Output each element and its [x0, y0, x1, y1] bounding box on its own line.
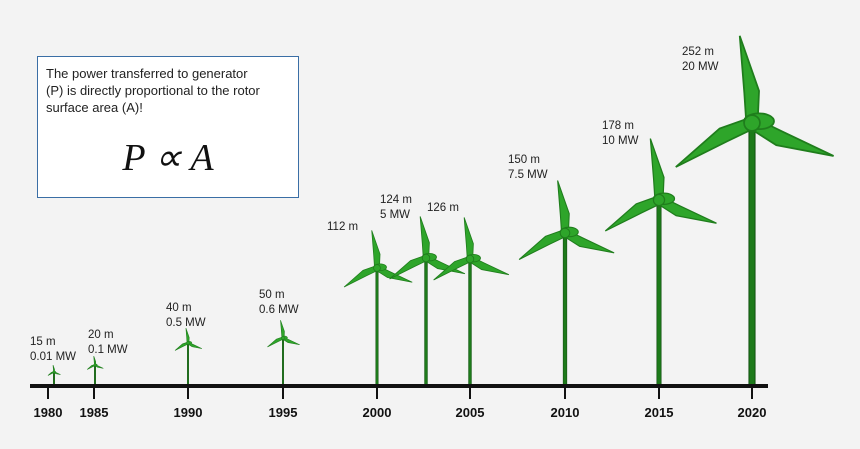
year-label: 2015 — [644, 405, 674, 420]
turbine-blade-up — [280, 320, 285, 339]
year-tick — [658, 386, 660, 399]
turbine-tower — [187, 342, 189, 387]
turbine-label: 126 m — [427, 201, 459, 216]
turbine-diameter: 15 m — [30, 336, 56, 348]
year-tick — [47, 386, 49, 399]
turbine-hub — [93, 363, 97, 367]
turbine-blade-up — [419, 216, 430, 259]
turbine-blade-up — [557, 180, 570, 235]
turbine-hub — [281, 336, 285, 340]
turbine-diameter: 112 m — [327, 221, 359, 233]
turbine-diameter: 20 m — [88, 329, 114, 341]
turbine-2020 — [675, 35, 834, 387]
turbine-tower — [656, 199, 662, 387]
turbine-label: 20 m 0.1 MW — [88, 328, 128, 358]
info-line-2: (P) is directly proportional to the roto… — [46, 83, 260, 98]
turbine-power: 0.5 MW — [166, 317, 206, 329]
turbine-diameter: 124 m — [380, 194, 412, 206]
turbine-tower — [748, 122, 756, 387]
turbine-tower — [468, 258, 472, 387]
turbine-label: 112 m — [327, 220, 358, 235]
year-tick — [93, 386, 95, 399]
year-label: 1980 — [33, 405, 63, 420]
timeline-axis — [30, 384, 768, 388]
turbine-label: 15 m 0.01 MW — [30, 335, 76, 365]
turbine-label: 50 m 0.6 MW — [259, 288, 299, 318]
turbine-power: 5 MW — [380, 209, 411, 221]
info-box: The power transferred to generator (P) i… — [37, 56, 299, 198]
year-tick — [187, 386, 189, 399]
turbine-hub — [743, 114, 761, 132]
turbine-blade-left — [389, 255, 428, 280]
year-tick — [376, 386, 378, 399]
turbine-power: 0.01 MW — [30, 351, 77, 363]
turbine-hub — [186, 341, 190, 345]
turbine-tower — [94, 364, 96, 387]
turbine-diameter: 252 m — [682, 46, 714, 58]
turbine-diameter: 50 m — [259, 289, 285, 301]
turbine-diameter: 150 m — [508, 154, 540, 166]
turbine-hub — [465, 254, 475, 264]
year-label: 2010 — [550, 405, 580, 420]
turbine-blade-left — [343, 265, 379, 288]
turbine-diameter: 40 m — [166, 302, 192, 314]
turbine-tower — [562, 232, 568, 387]
turbine-1985 — [87, 355, 104, 387]
turbine-label: 252 m 20 MW — [682, 45, 718, 75]
turbine-diameter: 178 m — [602, 120, 634, 132]
turbine-blade-up — [738, 35, 760, 125]
turbine-diameter: 126 m — [427, 202, 459, 214]
turbine-extra — [389, 216, 466, 387]
turbine-power: 0.6 MW — [259, 304, 299, 316]
turbine-blade-left — [604, 195, 662, 232]
turbine-hub — [52, 370, 56, 374]
year-label: 1990 — [173, 405, 203, 420]
turbine-power: 10 MW — [602, 135, 639, 147]
year-label: 1985 — [79, 405, 109, 420]
info-line-3: surface area (A)! — [46, 100, 143, 115]
turbine-label: 150 m 7.5 MW — [508, 153, 548, 183]
turbine-label: 178 m 10 MW — [602, 119, 638, 149]
info-text: The power transferred to generator (P) i… — [46, 65, 296, 116]
year-label: 1995 — [268, 405, 298, 420]
year-label: 2000 — [362, 405, 392, 420]
turbine-label: 40 m 0.5 MW — [166, 301, 206, 331]
year-tick — [469, 386, 471, 399]
info-line-1: The power transferred to generator — [46, 66, 248, 81]
turbine-power: 20 MW — [682, 61, 719, 73]
turbine-hub — [373, 264, 381, 272]
turbine-1980 — [47, 364, 61, 387]
turbine-2000 — [343, 230, 413, 387]
turbine-1990 — [174, 328, 203, 387]
turbine-blade-up — [649, 138, 665, 202]
turbine-blade-up — [371, 230, 381, 269]
turbine-hub — [652, 193, 666, 207]
year-label: 2005 — [455, 405, 485, 420]
turbine-label: 124 m 5 MW — [380, 193, 412, 223]
year-tick — [751, 386, 753, 399]
turbine-2015 — [604, 138, 717, 387]
formula: P ∝ A — [122, 137, 214, 179]
year-label: 2020 — [737, 405, 767, 420]
turbine-power: 0.1 MW — [88, 344, 128, 356]
turbine-tower — [424, 257, 428, 387]
year-tick — [282, 386, 284, 399]
turbine-tower — [375, 267, 379, 387]
turbine-power: 7.5 MW — [508, 169, 548, 181]
turbine-blade-left — [518, 229, 568, 260]
turbine-hub — [559, 227, 571, 239]
turbine-blade-left — [675, 116, 757, 168]
turbine-2010 — [518, 180, 615, 387]
turbine-1995 — [267, 320, 300, 387]
turbine-2005 — [433, 217, 510, 387]
turbine-hub — [421, 253, 431, 263]
turbine-blade-up — [463, 217, 474, 260]
turbine-tower — [282, 337, 284, 387]
year-tick — [564, 386, 566, 399]
turbine-blade-left — [267, 336, 285, 348]
